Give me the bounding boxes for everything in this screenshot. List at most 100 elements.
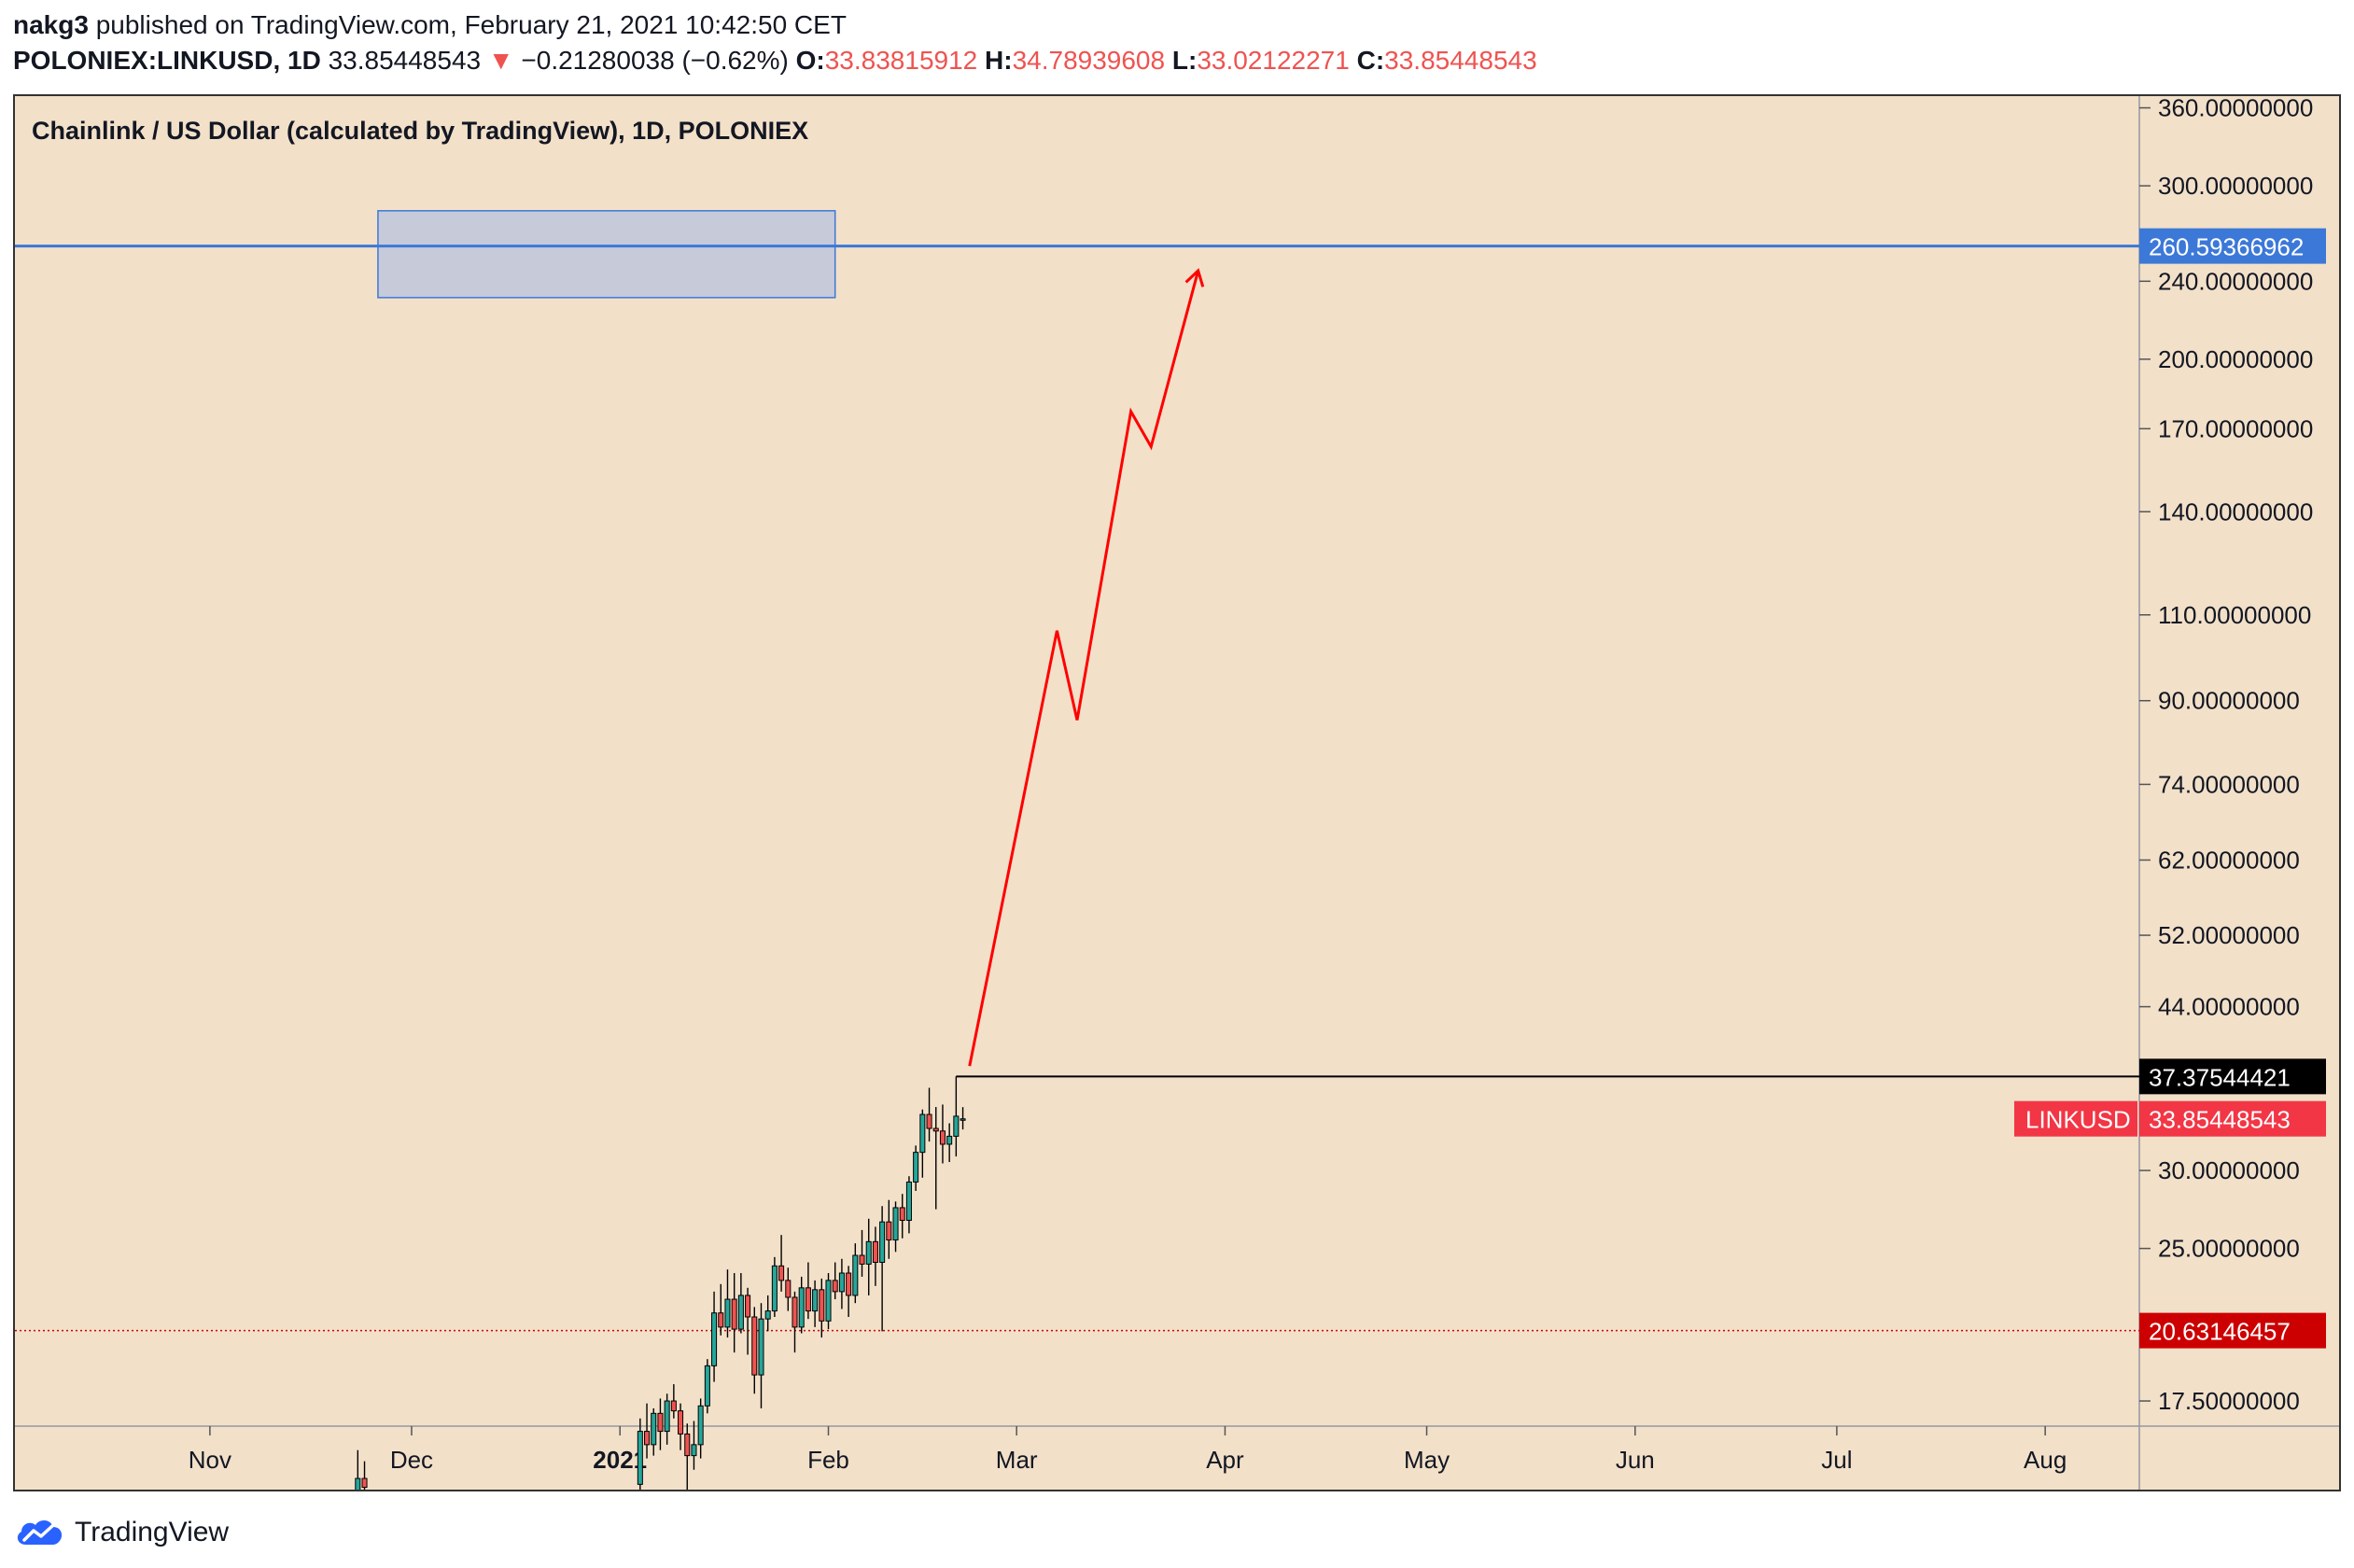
candle-body <box>932 1127 939 1132</box>
candle-body <box>745 1295 751 1318</box>
y-tick-label: 110.00000000 <box>2158 601 2311 629</box>
x-tick-label: May <box>1404 1446 1450 1474</box>
y-tick-label: 140.00000000 <box>2158 497 2313 525</box>
y-tick-label: 240.00000000 <box>2158 267 2313 295</box>
candle-body <box>805 1287 811 1312</box>
candle-body <box>913 1152 919 1183</box>
candle-body <box>684 1433 691 1457</box>
candle-body <box>819 1289 825 1322</box>
symbol-info: POLONIEX:LINKUSD, 1D 33.85448543 ▼ −0.21… <box>13 43 2328 78</box>
symbol-name[interactable]: POLONIEX:LINKUSD, 1D <box>13 46 321 75</box>
candle-body <box>946 1135 953 1145</box>
candle-body <box>355 1477 361 1490</box>
candle-body <box>731 1298 737 1330</box>
y-tick-label: 52.00000000 <box>2158 921 2300 949</box>
resistance-price-label: 260.59366962 <box>2149 233 2304 261</box>
candle-body <box>778 1265 785 1281</box>
y-tick-label: 25.00000000 <box>2158 1235 2300 1263</box>
x-tick-label: Dec <box>390 1446 433 1474</box>
candle-body <box>798 1287 805 1328</box>
candle-body <box>764 1310 771 1320</box>
candle-body <box>812 1289 819 1312</box>
symbol-tag: LINKUSD <box>2025 1106 2131 1134</box>
high-label: H: <box>985 46 1013 75</box>
candle-body <box>691 1444 697 1457</box>
candle-body <box>919 1113 926 1154</box>
change-arrow-icon: ▼ <box>487 46 514 75</box>
candle-body <box>751 1316 758 1376</box>
publish-text: published on TradingView.com, February 2… <box>95 10 847 39</box>
last-price: 33.85448543 <box>328 46 482 75</box>
plot-area <box>15 96 2139 1426</box>
low-label: L: <box>1171 46 1198 75</box>
y-tick-label: 30.00000000 <box>2158 1156 2300 1184</box>
candle-body <box>865 1240 872 1265</box>
high-price-label: 37.37544421 <box>2149 1063 2291 1091</box>
candle-body <box>953 1115 960 1137</box>
candle-body <box>724 1298 731 1328</box>
candle-body <box>758 1318 764 1376</box>
candle-body <box>960 1118 966 1121</box>
close-label: C: <box>1356 46 1385 75</box>
candle-body <box>892 1207 899 1241</box>
candle-body <box>644 1431 651 1446</box>
candle-body <box>792 1296 798 1328</box>
candle-body <box>361 1477 368 1489</box>
high-value: 34.78939608 <box>1012 46 1166 75</box>
open-label: O: <box>795 46 825 75</box>
candle-body <box>697 1405 704 1446</box>
y-tick-label: 360.00000000 <box>2158 96 2313 122</box>
candle-body <box>670 1400 677 1412</box>
x-tick-label: Aug <box>2024 1446 2067 1474</box>
tradingview-logo-text[interactable]: TradingView <box>75 1517 230 1547</box>
close-value: 33.85448543 <box>1384 46 1537 75</box>
candle-body <box>678 1410 684 1435</box>
y-tick-label: 300.00000000 <box>2158 172 2313 200</box>
candle-body <box>846 1272 852 1296</box>
x-tick-label: Apr <box>1206 1446 1244 1474</box>
chart-header: nakg3 published on TradingView.com, Febr… <box>13 7 2328 78</box>
high-price-label-bg <box>2139 1058 2326 1095</box>
candle-body <box>886 1221 892 1241</box>
y-tick-label: 17.50000000 <box>2158 1387 2300 1415</box>
candle-body <box>664 1400 670 1433</box>
footer: TradingView <box>13 1510 229 1555</box>
candle-body <box>879 1221 886 1264</box>
y-tick-label: 74.00000000 <box>2158 770 2300 798</box>
support-price-label-bg <box>2139 1312 2326 1349</box>
tradingview-cloud-icon <box>17 1519 63 1545</box>
candle-body <box>737 1295 744 1330</box>
open-value: 33.83815912 <box>824 46 978 75</box>
author-name[interactable]: nakg3 <box>13 10 89 39</box>
candle-body <box>939 1130 946 1145</box>
candle-body <box>771 1265 778 1312</box>
support-price-label: 20.63146457 <box>2149 1318 2291 1346</box>
last-price-label-bg <box>2139 1100 2326 1137</box>
candle-body <box>704 1365 710 1407</box>
candle-body <box>651 1412 657 1446</box>
candle-body <box>926 1113 932 1129</box>
candle-body <box>899 1207 905 1221</box>
candle-body <box>711 1312 718 1366</box>
x-tick-label: Feb <box>807 1446 849 1474</box>
low-value: 33.02122271 <box>1197 46 1350 75</box>
chart-title: Chainlink / US Dollar (calculated by Tra… <box>32 117 808 145</box>
candle-body <box>859 1254 865 1265</box>
candle-body <box>785 1280 792 1298</box>
projection-path <box>968 270 1200 1067</box>
symbol-tag-bg <box>2014 1100 2137 1137</box>
x-tick-label: Nov <box>189 1446 231 1474</box>
chart-pane[interactable]: Chainlink / US Dollar (calculated by Tra… <box>13 94 2341 1491</box>
projection-arrowhead-icon <box>1184 268 1205 287</box>
resistance-price-label-bg <box>2139 228 2326 264</box>
candle-body <box>825 1280 832 1322</box>
candle-body <box>838 1272 845 1293</box>
target-zone <box>377 210 836 299</box>
price-chart[interactable]: Chainlink / US Dollar (calculated by Tra… <box>15 96 2339 1490</box>
candle-body <box>637 1431 643 1485</box>
y-tick-label: 200.00000000 <box>2158 345 2313 373</box>
y-tick-label: 44.00000000 <box>2158 993 2300 1021</box>
last-price-label: 33.85448543 <box>2149 1106 2291 1134</box>
x-tick-label: Mar <box>996 1446 1038 1474</box>
y-tick-label: 90.00000000 <box>2158 687 2300 715</box>
